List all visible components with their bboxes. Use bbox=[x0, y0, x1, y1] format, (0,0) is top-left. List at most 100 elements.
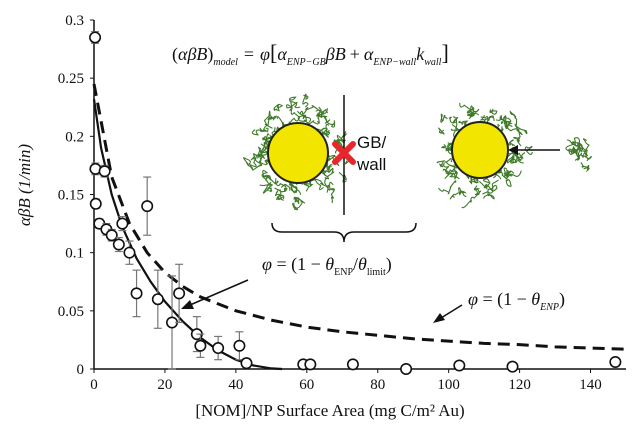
data-marker bbox=[609, 356, 622, 369]
nom-strand bbox=[509, 110, 518, 127]
model-equation: (αβB)model = φ[αENP−GBβB + αENP−wallkwall] bbox=[172, 40, 449, 68]
y-axis-label: αβB (1/min) bbox=[15, 144, 34, 226]
data-point bbox=[304, 358, 317, 371]
nom-strand bbox=[262, 133, 270, 154]
nom-strand bbox=[296, 110, 312, 123]
nom-strand bbox=[338, 171, 348, 183]
nom-strand bbox=[507, 139, 516, 147]
nom-strand bbox=[459, 189, 467, 198]
nom-strand bbox=[479, 114, 495, 122]
nom-strand bbox=[268, 110, 277, 121]
nom-strand bbox=[577, 141, 584, 152]
nom-strand bbox=[499, 170, 512, 187]
data-point bbox=[123, 240, 136, 265]
y-axis-ticks: 0 0.05 0.1 0.15 0.2 0.25 0.3 bbox=[58, 13, 94, 378]
nom-strand bbox=[316, 110, 329, 123]
nom-strand bbox=[263, 174, 272, 182]
nom-strand bbox=[321, 167, 335, 178]
enp-illustration: GB/ wall bbox=[243, 93, 593, 243]
data-point bbox=[400, 362, 413, 375]
nom-coating-left bbox=[243, 93, 353, 211]
nom-strand bbox=[438, 127, 445, 135]
y-tick-label: 0.1 bbox=[65, 246, 84, 262]
cross-icon bbox=[332, 141, 356, 165]
data-point bbox=[233, 331, 246, 361]
nom-strand bbox=[524, 145, 533, 155]
nom-strand bbox=[467, 111, 475, 120]
y-tick-label: 0.05 bbox=[58, 304, 84, 320]
nom-strand bbox=[268, 175, 279, 185]
data-marker bbox=[116, 217, 129, 230]
nom-strand bbox=[261, 169, 272, 187]
nom-strand bbox=[514, 125, 528, 135]
nom-strand bbox=[516, 129, 523, 141]
x-axis-label: [NOM]/NP Surface Area (mg C/m² Au) bbox=[195, 401, 464, 420]
nom-strand bbox=[246, 162, 262, 171]
nom-strand bbox=[259, 127, 269, 133]
nom-strand bbox=[288, 182, 298, 194]
data-marker bbox=[173, 287, 186, 300]
nom-strand bbox=[329, 188, 335, 204]
nom-strand bbox=[446, 171, 458, 180]
nom-strand bbox=[574, 149, 585, 160]
x-tick-label: 80 bbox=[370, 377, 385, 393]
nom-strand bbox=[302, 93, 309, 108]
nom-strand bbox=[582, 138, 590, 153]
x-tick-label: 120 bbox=[508, 377, 531, 393]
nom-strand bbox=[479, 177, 491, 191]
data-marker bbox=[112, 238, 125, 251]
data-marker bbox=[89, 197, 102, 210]
nom-strand bbox=[256, 143, 266, 159]
gb-wall-label-line1: GB/ bbox=[357, 133, 387, 152]
nom-strand bbox=[511, 152, 524, 164]
nom-strand bbox=[317, 108, 328, 124]
curly-brace bbox=[271, 222, 417, 243]
nanoparticle-right bbox=[451, 121, 509, 179]
nom-strand bbox=[289, 96, 301, 109]
data-marker bbox=[130, 287, 143, 300]
nom-strand bbox=[313, 178, 330, 193]
x-tick-label: 60 bbox=[299, 377, 314, 393]
nom-strand bbox=[324, 177, 334, 191]
data-point bbox=[346, 358, 359, 371]
nom-strand bbox=[505, 170, 522, 178]
phi-limit-equation: φ = (1 − θENP/θlimit) bbox=[262, 254, 392, 278]
plot-frame bbox=[93, 20, 626, 370]
data-marker bbox=[506, 360, 519, 373]
data-point bbox=[105, 228, 118, 242]
nom-strand bbox=[279, 185, 288, 193]
nom-strand bbox=[448, 166, 458, 175]
data-point bbox=[453, 359, 466, 372]
data-point bbox=[506, 360, 519, 373]
nom-strand bbox=[443, 162, 460, 180]
data-point bbox=[89, 197, 102, 210]
nom-strand bbox=[482, 179, 499, 195]
phi-enp-equation: φ = (1 − θENP) bbox=[468, 289, 565, 313]
data-marker bbox=[304, 358, 317, 371]
data-marker bbox=[141, 200, 154, 213]
nom-strand bbox=[438, 180, 457, 195]
x-tick-label: 40 bbox=[228, 377, 243, 393]
nanoparticle-left bbox=[267, 122, 329, 184]
nom-strand bbox=[580, 162, 590, 173]
data-point bbox=[151, 269, 164, 329]
nom-strand bbox=[265, 134, 275, 141]
nom-strand bbox=[461, 190, 482, 209]
nom-strand bbox=[466, 105, 474, 114]
nom-strand bbox=[483, 188, 495, 200]
nom-strand bbox=[503, 167, 509, 178]
nom-strand bbox=[515, 152, 526, 162]
nom-strand bbox=[323, 164, 333, 177]
gb-wall-label-line2: wall bbox=[356, 155, 386, 174]
data-marker bbox=[105, 229, 118, 242]
data-point bbox=[609, 356, 622, 369]
data-point bbox=[98, 164, 111, 178]
nom-strand bbox=[257, 147, 266, 162]
nom-strand bbox=[288, 181, 302, 195]
data-marker bbox=[233, 339, 246, 352]
nom-strand bbox=[473, 185, 480, 196]
free-nom-chain bbox=[565, 137, 593, 173]
nom-strand bbox=[243, 156, 257, 167]
data-point bbox=[212, 335, 225, 361]
